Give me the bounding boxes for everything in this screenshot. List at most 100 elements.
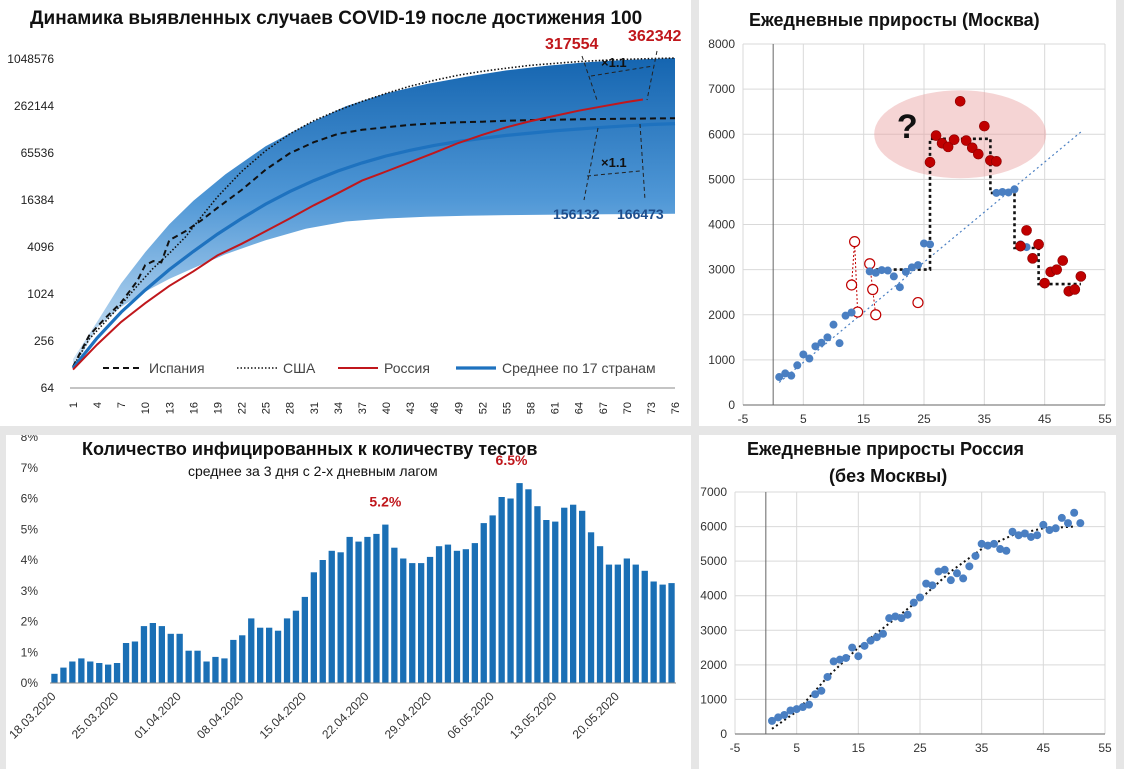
data-point (1002, 546, 1011, 555)
data-point (805, 700, 813, 709)
x-tick-label: 76 (670, 402, 682, 414)
bar (310, 572, 317, 683)
data-point (977, 539, 986, 548)
hollow-point (864, 258, 876, 270)
y-tick-label: 6000 (708, 127, 735, 141)
bar (113, 663, 121, 683)
annotation-avg-value: 156132 (553, 206, 600, 222)
y-tick-label: 16384 (21, 193, 55, 207)
x-tick-label: 73 (646, 402, 658, 414)
x-tick-label: 4 (92, 402, 104, 408)
blue-point (913, 261, 922, 270)
blue-point (847, 308, 856, 317)
blue-point (805, 354, 814, 363)
data-point (1014, 531, 1023, 540)
data-point (940, 565, 949, 574)
bar (185, 650, 192, 683)
annotation-avg-upper-value: 166473 (617, 206, 664, 222)
blue-point (865, 267, 874, 276)
data-point (768, 716, 776, 725)
bar (471, 543, 478, 683)
x-tick-label: 15.04.2020 (257, 689, 310, 742)
data-point (922, 579, 931, 588)
x-tick-label: 35 (978, 412, 992, 426)
red-point (1027, 253, 1038, 264)
x-tick-label: 31 (309, 402, 321, 414)
x-tick-label: 19 (212, 402, 224, 414)
bar (462, 549, 469, 683)
gray-divider-vertical (691, 0, 699, 769)
bar (96, 663, 103, 683)
data-point (909, 598, 918, 607)
data-point (860, 641, 869, 650)
data-point (1064, 519, 1072, 528)
data-point (885, 614, 894, 623)
bar (587, 532, 595, 683)
annotation-upper-value: 362342 (628, 28, 681, 45)
blue-point (920, 239, 928, 248)
bar (230, 639, 237, 683)
russia-chart-panel: Ежедневные приросты Россия (без Москвы) … (699, 435, 1116, 769)
data-point (842, 653, 850, 662)
y-tick-label: 4000 (700, 589, 727, 603)
russia-chart: 0 1000 2000 3000 4000 5000 6000 7000 -5 5 15 25 35 45… (700, 485, 1112, 755)
blue-point (793, 361, 802, 370)
x-tick-label: 61 (550, 402, 562, 414)
data-point (848, 643, 857, 652)
cumulative-chart-panel: Динамика выявленных случаев COVID-19 пос… (0, 0, 691, 426)
data-point (1033, 531, 1042, 540)
x-tick-label: 7 (116, 402, 128, 408)
hollow-connector (851, 241, 859, 313)
data-point (1027, 532, 1035, 541)
highlight-ellipse (874, 90, 1047, 179)
bar (176, 633, 183, 683)
bar (659, 584, 666, 683)
series-line-1 (72, 57, 676, 368)
annotation-guide (581, 55, 598, 101)
data-point (1076, 519, 1085, 528)
tests-chart-panel: Количество инфицированных к количеству т… (6, 435, 691, 769)
y-tick-label: 0 (728, 398, 735, 412)
data-point (891, 612, 900, 621)
blue-point (811, 342, 820, 351)
red-point (979, 120, 990, 132)
data-point (1039, 520, 1048, 529)
bar (668, 583, 675, 683)
bar (561, 507, 568, 683)
bar (194, 650, 201, 683)
bar (418, 563, 425, 683)
tests-chart: 0% 1% 2% 3% 4% 5% 6% 7% 8% 18.03.2020 25.03.2020 01… (6, 435, 676, 742)
red-point (991, 156, 1002, 167)
y-tick-label: 5% (21, 522, 39, 536)
x-tick-label: 43 (405, 402, 417, 414)
annotation-factor-mid: ×1.1 (601, 155, 627, 170)
x-tick-label: 45 (1037, 741, 1051, 755)
annotation-guide (586, 170, 641, 177)
x-tick-label: 35 (975, 741, 989, 755)
y-tick-label: 0 (720, 727, 727, 741)
hollow-point (846, 279, 858, 291)
data-point (854, 652, 863, 661)
data-point (990, 539, 998, 548)
bar (105, 664, 112, 683)
blue-point (871, 268, 880, 277)
bar (364, 536, 371, 683)
red-point (954, 96, 966, 107)
trend-line (771, 525, 1075, 730)
bar (632, 564, 639, 683)
gray-divider-right-edge (1116, 0, 1124, 769)
data-point (934, 567, 943, 576)
bar (391, 547, 398, 683)
x-tick-label: 49 (453, 402, 465, 414)
bar (257, 627, 264, 683)
y-tick-label: 7000 (700, 485, 727, 499)
x-tick-label: 22 (237, 402, 249, 414)
x-tick-label: 06.05.2020 (444, 689, 497, 742)
data-point (1020, 529, 1029, 538)
y-tick-label: 256 (34, 334, 54, 348)
tests-chart-subtitle: среднее за 3 дня с 2-х дневным лагом (188, 463, 438, 479)
y-tick-label: 4% (21, 553, 39, 567)
x-tick-label: 64 (574, 402, 586, 414)
y-tick-label: 6000 (700, 520, 727, 534)
x-tick-label: 25 (913, 741, 927, 755)
